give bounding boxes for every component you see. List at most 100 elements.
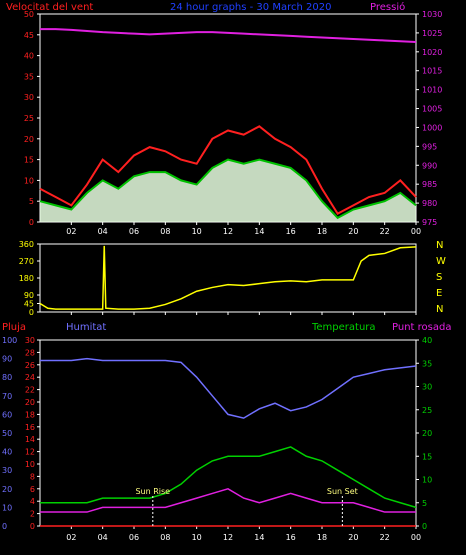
humidity-tick-label: 20 <box>2 485 12 494</box>
wind-tick-label: 40 <box>24 52 34 61</box>
wind-tick-label: 20 <box>24 135 34 144</box>
x-tick-label: 22 <box>380 533 390 542</box>
rain-label: Pluja <box>2 322 26 333</box>
rain-tick-label: 10 <box>25 460 35 469</box>
temp-tick-label: 20 <box>422 429 432 438</box>
x-tick-label: 08 <box>160 533 170 542</box>
rain-tick-label: 30 <box>25 336 35 345</box>
pressure-tick-label: 990 <box>422 161 437 170</box>
x-tick-label: 20 <box>348 533 358 542</box>
humidity-tick-label: 70 <box>2 392 12 401</box>
x-tick-label: 04 <box>98 227 108 236</box>
humidity-label: Humitat <box>66 322 106 333</box>
x-tick-label: 14 <box>254 533 264 542</box>
wind-axis-label: Velocitat del vent <box>6 2 93 13</box>
x-tick-label: 06 <box>129 227 139 236</box>
x-tick-label: 10 <box>192 227 202 236</box>
rain-tick-label: 24 <box>25 373 35 382</box>
pressure-tick-label: 995 <box>422 142 437 151</box>
rain-tick-label: 28 <box>25 348 35 357</box>
temp-tick-label: 25 <box>422 406 432 415</box>
temp-tick-label: 15 <box>422 452 432 461</box>
x-tick-label: 18 <box>317 533 327 542</box>
humidity-tick-label: 60 <box>2 410 12 419</box>
rain-tick-label: 2 <box>30 510 35 519</box>
compass-label: E <box>436 288 442 299</box>
x-tick-label: 04 <box>98 533 108 542</box>
x-tick-label: 12 <box>223 227 233 236</box>
x-tick-label: 22 <box>380 227 390 236</box>
x-tick-label: 14 <box>254 227 264 236</box>
compass-label: N <box>436 240 443 251</box>
temp-tick-label: 5 <box>422 499 427 508</box>
wind-tick-label: 45 <box>24 31 34 40</box>
pressure-tick-label: 1015 <box>422 67 442 76</box>
wind-tick-label: 10 <box>24 176 34 185</box>
temperature-line <box>40 446 417 509</box>
humidity-tick-label: 30 <box>2 466 12 475</box>
rain-tick-label: 22 <box>25 386 35 395</box>
pressure-tick-label: 985 <box>422 180 437 189</box>
rain-tick-label: 4 <box>30 497 35 506</box>
direction-tick-label: 90 <box>24 291 34 300</box>
humidity-tick-label: 40 <box>2 448 12 457</box>
humidity-line <box>40 357 417 419</box>
pressure-tick-label: 975 <box>422 218 437 227</box>
x-tick-label: 02 <box>66 227 76 236</box>
pressure-axis-label: Pressió <box>370 1 405 13</box>
wind-tick-label: 30 <box>24 93 34 102</box>
pressure-tick-label: 1005 <box>422 105 442 114</box>
rain-tick-label: 12 <box>25 448 35 457</box>
temperature-label: Temperatura <box>311 322 376 333</box>
chart-title: 24 hour graphs - 30 March 2020 <box>170 2 331 13</box>
x-tick-label: 16 <box>286 533 296 542</box>
x-tick-label: 20 <box>348 227 358 236</box>
wind-tick-label: 0 <box>29 218 34 227</box>
x-tick-label: 00 <box>411 227 421 236</box>
temp-tick-label: 30 <box>422 383 432 392</box>
x-tick-label: 00 <box>411 533 421 542</box>
x-tick-label: 12 <box>223 533 233 542</box>
direction-line <box>39 245 417 310</box>
wind-avg-line <box>39 158 417 220</box>
pressure-tick-label: 1030 <box>422 10 442 19</box>
humidity-tick-label: 50 <box>2 429 12 438</box>
x-tick-label: 16 <box>286 227 296 236</box>
temp-tick-label: 10 <box>422 476 432 485</box>
rain-tick-label: 20 <box>25 398 35 407</box>
humidity-tick-label: 10 <box>2 503 12 512</box>
rain-tick-label: 14 <box>25 435 35 444</box>
wind-max-line <box>39 125 417 215</box>
direction-tick-label: 360 <box>19 240 34 249</box>
humidity-tick-label: 90 <box>2 355 12 364</box>
temp-tick-label: 0 <box>422 522 427 531</box>
x-tick-label: 02 <box>66 533 76 542</box>
rain-tick-label: 8 <box>30 472 35 481</box>
rain-tick-label: 26 <box>25 361 35 370</box>
direction-tick-label: 45 <box>24 300 34 309</box>
rain-tick-label: 16 <box>25 423 35 432</box>
humidity-tick-label: 100 <box>2 336 17 345</box>
wind-gust-area <box>40 159 416 222</box>
pressure-tick-label: 1020 <box>422 48 442 57</box>
humidity-tick-label: 80 <box>2 373 12 382</box>
temp-tick-label: 40 <box>422 336 432 345</box>
direction-tick-label: 180 <box>19 274 34 283</box>
sun-annotation: Sun Set <box>327 487 358 496</box>
wind-tick-label: 5 <box>29 197 34 206</box>
x-tick-label: 10 <box>192 533 202 542</box>
direction-tick-label: 270 <box>19 257 34 266</box>
wind-tick-label: 15 <box>24 156 34 165</box>
wind-tick-label: 25 <box>24 114 34 123</box>
wind-tick-label: 35 <box>24 72 34 81</box>
direction-tick-label: 0 <box>29 308 34 317</box>
humidity-temp-plot <box>39 339 417 527</box>
pressure-line <box>40 28 417 43</box>
compass-label: S <box>436 272 442 283</box>
pressure-tick-label: 1000 <box>422 123 442 132</box>
pressure-tick-label: 1010 <box>422 86 442 95</box>
wind-tick-label: 50 <box>24 10 34 19</box>
temp-tick-label: 35 <box>422 359 432 368</box>
dewpoint-line <box>40 487 416 513</box>
